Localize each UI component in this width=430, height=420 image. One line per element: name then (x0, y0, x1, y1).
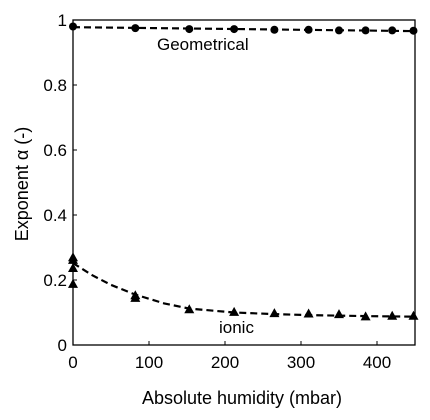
y-tick-label: 0.8 (43, 76, 67, 95)
ionic-data-point (269, 308, 280, 318)
y-tick-label: 0.2 (43, 271, 67, 290)
x-tick-label: 0 (68, 353, 77, 372)
ionic-data-point (408, 310, 419, 320)
geometrical-annotation: Geometrical (157, 35, 249, 54)
tick-layer: 0 100 200 300 400 0 0.2 0.4 0.6 0.8 1 (43, 11, 391, 372)
geometrical-data-point (131, 24, 140, 33)
x-tick-label: 300 (287, 353, 315, 372)
ionic-data-point (334, 309, 344, 319)
x-tick-label: 400 (363, 353, 391, 372)
ionic-data-point (229, 306, 240, 316)
geometrical-data-point (230, 25, 239, 34)
y-tick-label: 0 (58, 336, 67, 355)
geometrical-data-point (388, 26, 397, 35)
geometrical-data-point (304, 25, 313, 34)
geometrical-data-point (335, 26, 343, 35)
series-layer (68, 22, 419, 321)
geometrical-data-point (270, 25, 279, 34)
ionic-annotation: ionic (219, 318, 254, 337)
y-tick-label: 0.6 (43, 141, 67, 160)
ionic-data-point (184, 304, 195, 314)
x-tick-label: 100 (135, 353, 163, 372)
ionic-data-point (387, 310, 398, 320)
x-tick-label: 200 (211, 353, 239, 372)
ionic-fit-line (72, 262, 416, 318)
x-axis-label: Absolute humidity (mbar) (142, 388, 342, 408)
ionic-data-point (360, 311, 371, 321)
geometrical-fit-line (72, 26, 416, 33)
y-axis-label: Exponent α (-) (12, 127, 32, 241)
y-tick-label: 0.4 (43, 206, 67, 225)
ionic-data-point (130, 292, 141, 302)
geometrical-data-point (361, 26, 370, 35)
plot-frame (72, 19, 416, 346)
ionic-data-point (303, 308, 314, 318)
geometrical-data-point (409, 26, 418, 35)
geometrical-data-point (185, 25, 194, 34)
y-tick-label: 1 (58, 11, 67, 30)
